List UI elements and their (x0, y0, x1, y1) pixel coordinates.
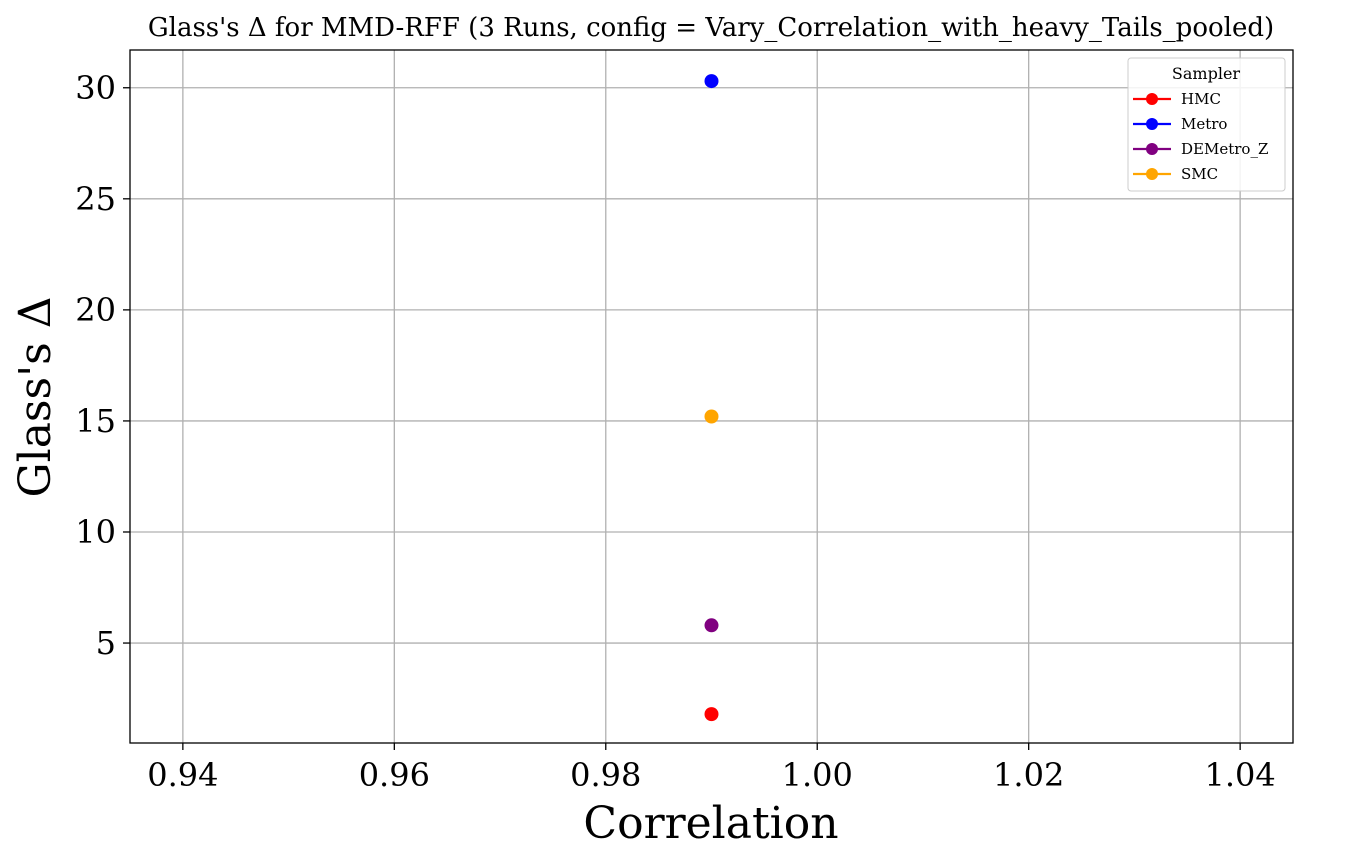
data-point-demetro-z (704, 618, 719, 633)
y-tick-label: 30 (75, 69, 116, 107)
legend-marker (1146, 143, 1158, 155)
data-point-smc (704, 409, 719, 424)
legend-marker (1146, 168, 1158, 180)
y-tick-label: 25 (75, 180, 116, 218)
legend-item-smc: SMC (1133, 165, 1218, 183)
x-axis-label: Correlation (583, 798, 838, 849)
y-tick-label: 20 (75, 291, 116, 329)
grid-lines (130, 50, 1293, 743)
y-tick-label: 5 (96, 624, 116, 662)
y-axis-label: Glass's Δ (10, 296, 61, 497)
x-tick-label: 1.04 (1205, 756, 1276, 794)
axis-ticks: 0.94 0.96 0.98 1.00 1.02 1.04 5 10 15 20 25 30 (75, 69, 1275, 794)
chart-title: Glass's Δ for MMD-RFF (3 Runs, config = … (148, 13, 1274, 43)
legend-item-hmc: HMC (1133, 90, 1221, 108)
plot-area-frame (129, 49, 1294, 744)
x-tick-label: 0.96 (359, 756, 430, 794)
data-points (704, 74, 719, 722)
x-tick-label: 0.94 (147, 756, 218, 794)
y-tick-label: 10 (75, 513, 116, 551)
legend-label: SMC (1181, 165, 1218, 183)
x-tick-label: 1.02 (993, 756, 1064, 794)
data-point-metro (704, 74, 719, 89)
legend-box (1127, 57, 1286, 192)
legend-marker (1146, 118, 1158, 130)
data-point-hmc (704, 707, 719, 722)
legend-label: HMC (1181, 90, 1221, 108)
legend: Sampler HMC Metro DEMetro_Z SMC (1127, 57, 1286, 192)
y-tick-label: 15 (75, 402, 116, 440)
legend-title: Sampler (1172, 64, 1241, 83)
x-tick-label: 1.00 (782, 756, 853, 794)
legend-label: DEMetro_Z (1181, 140, 1268, 158)
x-tick-label: 0.98 (570, 756, 641, 794)
legend-item-demetro-z: DEMetro_Z (1133, 140, 1268, 158)
legend-items: HMC Metro DEMetro_Z SMC (1133, 90, 1268, 183)
legend-item-metro: Metro (1133, 115, 1227, 133)
legend-marker (1146, 93, 1158, 105)
legend-label: Metro (1181, 115, 1227, 133)
